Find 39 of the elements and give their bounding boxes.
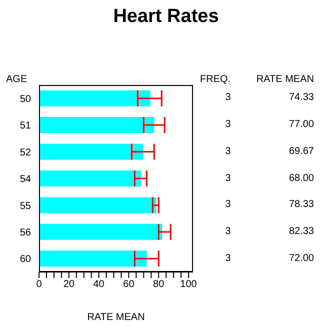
data-label: 78.33 [288,199,314,210]
bar [39,144,144,160]
text: 3 [224,146,232,157]
text: RATE MEAN [256,74,314,85]
data-label: 72.00 [288,252,314,264]
y-tick-label: 55 [20,200,32,212]
x-axis-title: RATE MEAN [87,312,145,323]
bar [39,224,162,240]
y-tick-label: 60 [20,254,32,266]
text: 3 [224,252,232,264]
x-tick-label: 40 [93,279,105,290]
bar [39,90,150,106]
bar [39,170,141,186]
text: 3 [224,199,232,210]
bar [39,250,147,267]
y-tick-label: 51 [20,120,32,132]
x-tick-label: 0 [36,279,42,290]
y-tick-label: 52 [20,147,32,158]
bar [39,117,154,134]
y-tick-label: 56 [20,227,32,238]
bar [39,197,156,214]
data-label: 74.33 [288,92,314,104]
y-tick-label: 50 [20,94,32,105]
x-tick-label: 80 [153,279,165,290]
x-tick-label: 20 [63,279,75,290]
x-tick-label: 60 [123,279,135,290]
data-label: 82.33 [288,226,314,237]
text: 3 [224,119,232,130]
text: 3 [224,226,232,237]
text: FREQ. [200,74,231,85]
x-tick-label: 100 [180,279,198,290]
y-tick-label: 54 [20,174,32,186]
data-label: 69.67 [288,146,314,157]
text: 3 [224,172,232,184]
data-label: 77.00 [288,119,314,130]
data-label: 68.00 [288,172,314,184]
y-axis-title: AGE [6,74,28,85]
text: 3 [224,92,232,104]
chart-title: Heart Rates [112,6,220,28]
